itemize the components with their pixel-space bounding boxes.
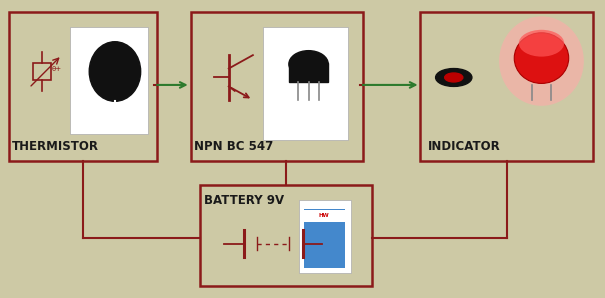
Bar xyxy=(304,209,345,268)
Bar xyxy=(263,27,348,140)
Text: THERMISTOR: THERMISTOR xyxy=(12,140,99,153)
FancyBboxPatch shape xyxy=(200,185,372,286)
Circle shape xyxy=(445,73,463,82)
Bar xyxy=(289,63,329,82)
Circle shape xyxy=(436,69,472,86)
Bar xyxy=(304,210,345,222)
FancyBboxPatch shape xyxy=(420,12,593,161)
Text: θ+: θ+ xyxy=(52,66,62,72)
FancyBboxPatch shape xyxy=(191,12,363,161)
FancyBboxPatch shape xyxy=(9,12,157,161)
Bar xyxy=(33,63,51,80)
Ellipse shape xyxy=(514,33,569,83)
Ellipse shape xyxy=(289,51,329,77)
Text: HW: HW xyxy=(319,213,330,218)
Text: INDICATOR: INDICATOR xyxy=(428,140,500,153)
Text: BATTERY 9V: BATTERY 9V xyxy=(204,194,284,207)
Text: NPN BC 547: NPN BC 547 xyxy=(194,140,273,153)
Ellipse shape xyxy=(519,30,564,57)
Bar xyxy=(70,27,148,134)
Ellipse shape xyxy=(499,16,584,106)
Ellipse shape xyxy=(90,42,140,101)
Bar xyxy=(299,200,351,273)
